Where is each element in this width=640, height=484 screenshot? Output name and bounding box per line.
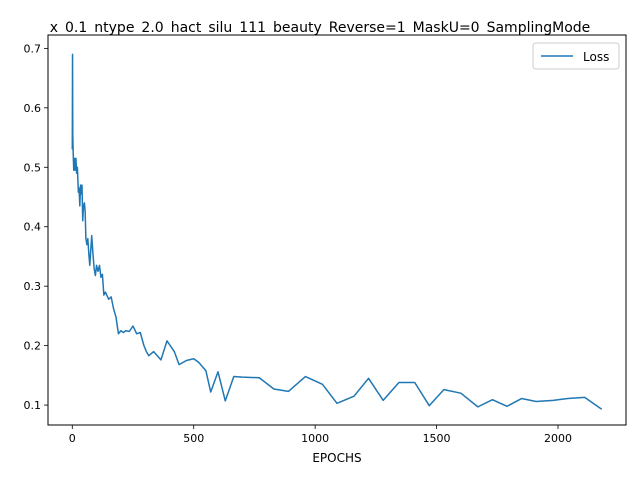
x-axis-label: EPOCHS <box>312 451 361 465</box>
legend-box <box>532 42 620 70</box>
legend: Loss <box>532 42 620 70</box>
y-tick-label: 0.3 <box>24 280 42 293</box>
chart-title: x_0.1_ntype_2.0_hact_silu_111_beauty_Rev… <box>50 20 591 36</box>
legend-label: Loss <box>583 50 609 64</box>
plot-area: 0 500 1000 1500 2000 0.1 0.2 0.3 0.4 0.5 0.6 0.7 <box>24 42 603 445</box>
y-tick-label: 0.4 <box>24 221 42 234</box>
plot-frame <box>47 34 627 426</box>
x-tick-label: 1000 <box>301 432 329 445</box>
x-tick-label: 1500 <box>423 432 451 445</box>
x-tick-label: 2000 <box>544 432 572 445</box>
x-tick-label: 500 <box>183 432 204 445</box>
y-tick-label: 0.5 <box>24 161 42 174</box>
y-tick-label: 0.7 <box>24 42 42 55</box>
loss-line <box>71 53 603 410</box>
y-tick-label: 0.1 <box>24 399 42 412</box>
y-tick-label: 0.6 <box>24 102 42 115</box>
x-tick-label: 0 <box>69 432 76 445</box>
y-tick-label: 0.2 <box>24 340 42 353</box>
